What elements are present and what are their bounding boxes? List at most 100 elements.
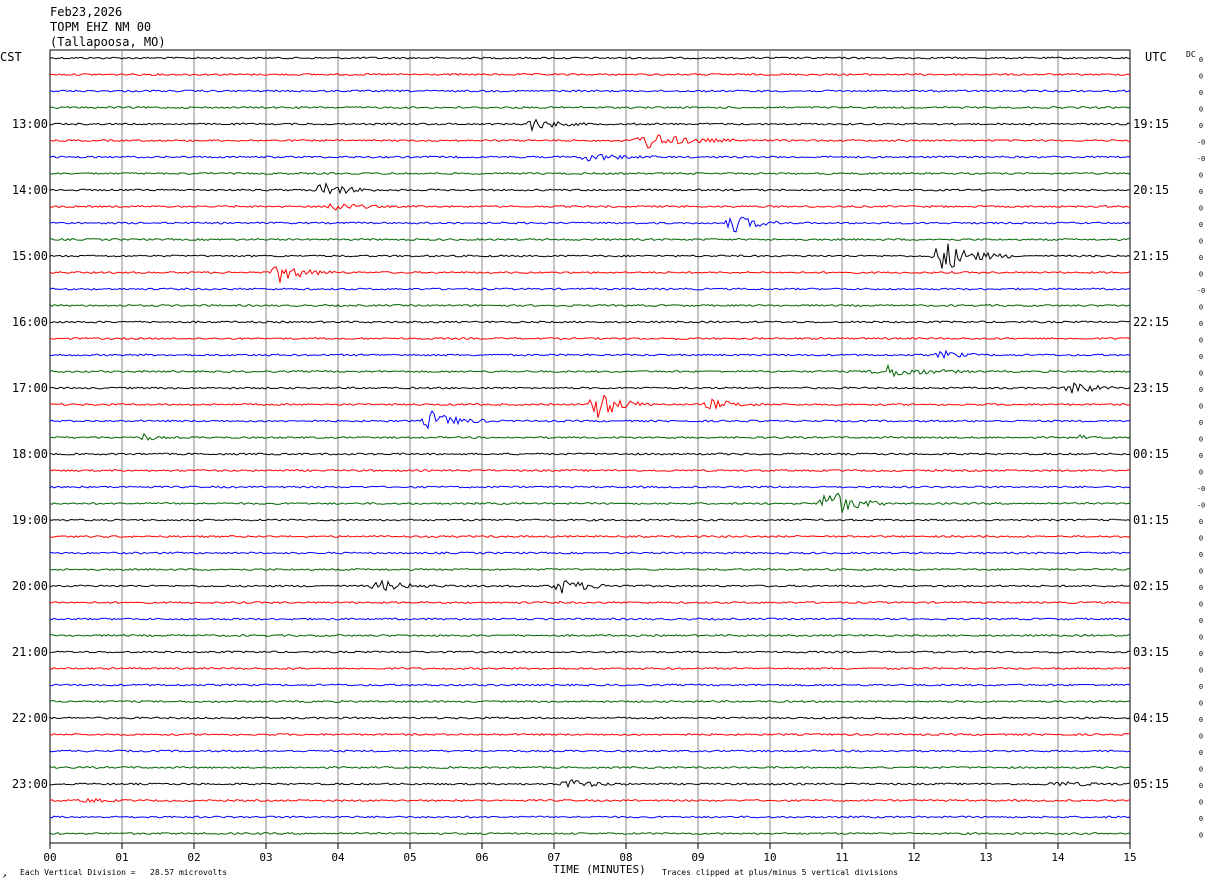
trace-row	[49, 666, 1131, 671]
dc-offset-label: -0	[1197, 287, 1205, 295]
dc-offset-label: 0	[1199, 221, 1203, 229]
trace-row	[49, 336, 1131, 341]
x-tick-label: 06	[475, 851, 488, 864]
right-hour-label: 20:15	[1133, 183, 1169, 197]
x-axis-label: TIME (MINUTES)	[553, 863, 646, 876]
dc-offset-label: -0	[1197, 485, 1205, 493]
x-tick-label: 14	[1051, 851, 1065, 864]
left-hour-label: 22:00	[12, 711, 48, 725]
trace-row	[49, 171, 1131, 176]
x-tick-label: 05	[403, 851, 416, 864]
dc-offset-label: 0	[1199, 584, 1203, 592]
left-hour-label: 17:00	[12, 381, 48, 395]
trace-row	[49, 650, 1131, 654]
x-tick-label: 01	[115, 851, 128, 864]
trace-row	[49, 716, 1131, 720]
dc-offset-label: 0	[1199, 271, 1203, 279]
dc-offset-label: -0	[1197, 502, 1205, 510]
trace-row	[49, 134, 1131, 149]
trace-row	[49, 266, 1131, 283]
dc-offset-label: 0	[1199, 551, 1203, 559]
dc-offset-label: 0	[1199, 700, 1203, 708]
left-hour-label: 20:00	[12, 579, 48, 593]
trace-row	[49, 203, 1130, 211]
dc-offset-label: 0	[1199, 634, 1203, 642]
trace-row	[49, 732, 1130, 737]
x-tick-label: 04	[331, 851, 345, 864]
trace-row	[49, 600, 1131, 604]
trace-row	[49, 831, 1131, 835]
x-tick-label: 08	[619, 851, 632, 864]
dc-offset-label: 0	[1199, 535, 1203, 543]
trace-row	[49, 432, 1131, 441]
dc-offset-label: 0	[1199, 89, 1203, 97]
trace-row	[49, 303, 1131, 308]
trace-row	[49, 72, 1131, 77]
trace-row	[49, 778, 1131, 789]
trace-row	[49, 182, 1131, 195]
trace-row	[49, 363, 1131, 378]
dc-offset-label: 0	[1199, 304, 1203, 312]
x-tick-label: 07	[547, 851, 560, 864]
trace-row	[49, 56, 1131, 60]
trace-row	[49, 153, 1131, 162]
dc-offset-label: 0	[1199, 832, 1203, 840]
dc-offset-label: 0	[1199, 452, 1203, 460]
dc-offset-label: 0	[1199, 205, 1203, 213]
dc-offset-label: 0	[1199, 716, 1203, 724]
x-tick-label: 09	[691, 851, 704, 864]
left-hour-label: 19:00	[12, 513, 48, 527]
right-hour-label: 05:15	[1133, 777, 1169, 791]
clip-note: Traces clipped at plus/minus 5 vertical …	[662, 868, 899, 877]
trace-row	[49, 567, 1131, 572]
x-tick-label: 02	[187, 851, 200, 864]
dc-offset-label: 0	[1199, 518, 1203, 526]
left-hour-label: 18:00	[12, 447, 48, 461]
dc-offset-label: 0	[1199, 617, 1203, 625]
trace-row	[49, 468, 1131, 473]
dc-offset-label: -0	[1197, 155, 1205, 163]
dc-offset-label: 0	[1199, 238, 1203, 246]
trace-row	[49, 216, 1131, 233]
x-tick-label: 10	[763, 851, 776, 864]
right-hour-label: 03:15	[1133, 645, 1169, 659]
trace-row	[49, 815, 1131, 819]
dc-offset-label: 0	[1199, 370, 1203, 378]
trace-row	[49, 518, 1131, 522]
right-hour-label: 04:15	[1133, 711, 1169, 725]
dc-offset-label: 0	[1199, 568, 1203, 576]
dc-offset-label: 0	[1199, 254, 1203, 262]
right-hour-label: 00:15	[1133, 447, 1169, 461]
x-tick-label: 11	[835, 851, 848, 864]
dc-offset-label: 0	[1199, 419, 1203, 427]
trace-row	[49, 237, 1131, 242]
dc-offset-label: 0	[1199, 683, 1203, 691]
trace-row	[49, 551, 1131, 555]
dc-offset-label: 0	[1199, 799, 1203, 807]
left-hour-label: 15:00	[12, 249, 48, 263]
left-timezone-label: CST	[0, 50, 22, 64]
trace-row	[49, 410, 1131, 430]
left-hour-label: 14:00	[12, 183, 48, 197]
trace-row	[49, 492, 1131, 514]
dc-offset-label: 0	[1199, 337, 1203, 345]
dc-offset-label: 0	[1199, 667, 1203, 675]
x-tick-label: 13	[979, 851, 992, 864]
x-tick-label: 03	[259, 851, 272, 864]
dc-offset-label: 0	[1199, 172, 1203, 180]
trace-row	[49, 485, 1131, 489]
dc-offset-label: 0	[1199, 353, 1203, 361]
trace-row	[49, 382, 1131, 394]
dc-offset-label: 0	[1199, 320, 1203, 328]
trace-row	[49, 633, 1131, 637]
trace-row	[49, 349, 1131, 360]
dc-offset-label: 0	[1199, 749, 1203, 757]
right-hour-label: 02:15	[1133, 579, 1169, 593]
trace-row	[49, 534, 1131, 539]
dc-offset-label: 0	[1199, 469, 1203, 477]
trace-row	[49, 287, 1131, 291]
right-hour-label: 23:15	[1133, 381, 1169, 395]
trace-row	[49, 579, 1131, 594]
station-label: TOPM EHZ NM 00	[50, 20, 152, 34]
